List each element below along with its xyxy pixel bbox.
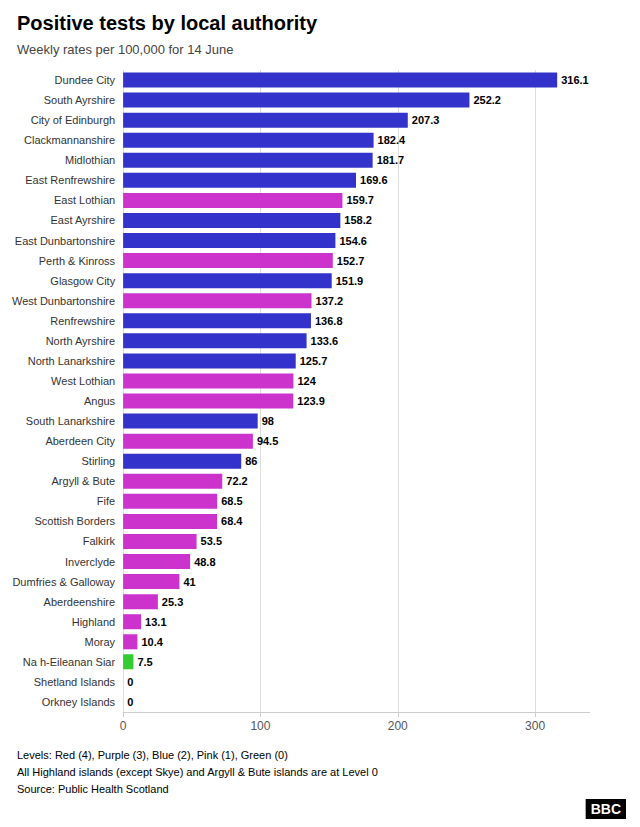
svg-text:133.6: 133.6 bbox=[311, 335, 339, 347]
svg-text:Dundee City: Dundee City bbox=[55, 74, 116, 86]
svg-text:151.9: 151.9 bbox=[336, 275, 364, 287]
svg-text:East Lothian: East Lothian bbox=[54, 194, 115, 206]
svg-text:98: 98 bbox=[262, 415, 274, 427]
svg-text:25.3: 25.3 bbox=[162, 596, 183, 608]
svg-text:13.1: 13.1 bbox=[145, 616, 166, 628]
svg-text:Falkirk: Falkirk bbox=[83, 535, 116, 547]
svg-text:0: 0 bbox=[127, 696, 133, 708]
svg-text:136.8: 136.8 bbox=[315, 315, 343, 327]
svg-text:City of Edinburgh: City of Edinburgh bbox=[31, 114, 115, 126]
svg-text:North Lanarkshire: North Lanarkshire bbox=[28, 355, 115, 367]
svg-text:10.4: 10.4 bbox=[141, 636, 163, 648]
svg-text:181.7: 181.7 bbox=[377, 154, 405, 166]
svg-text:South Lanarkshire: South Lanarkshire bbox=[26, 415, 115, 427]
svg-text:100: 100 bbox=[250, 719, 270, 733]
svg-text:Glasgow City: Glasgow City bbox=[50, 275, 115, 287]
svg-text:Weekly rates per 100,000 for 1: Weekly rates per 100,000 for 14 June bbox=[17, 42, 234, 57]
svg-text:Highland: Highland bbox=[72, 616, 115, 628]
svg-text:East Dunbartonshire: East Dunbartonshire bbox=[15, 235, 115, 247]
svg-text:Inverclyde: Inverclyde bbox=[65, 556, 115, 568]
svg-text:BBC: BBC bbox=[591, 801, 621, 817]
svg-text:Angus: Angus bbox=[84, 395, 116, 407]
svg-text:53.5: 53.5 bbox=[201, 535, 222, 547]
svg-text:South Ayrshire: South Ayrshire bbox=[44, 94, 115, 106]
svg-text:Source: Public Health Scotland: Source: Public Health Scotland bbox=[17, 783, 169, 795]
svg-text:159.7: 159.7 bbox=[346, 194, 374, 206]
svg-text:200: 200 bbox=[388, 719, 408, 733]
svg-text:152.7: 152.7 bbox=[337, 255, 365, 267]
svg-text:169.6: 169.6 bbox=[360, 174, 388, 186]
svg-text:Argyll & Bute: Argyll & Bute bbox=[52, 475, 116, 487]
svg-text:Orkney Islands: Orkney Islands bbox=[42, 696, 116, 708]
svg-text:All Highland islands (except S: All Highland islands (except Skye) and A… bbox=[17, 766, 378, 778]
svg-text:86: 86 bbox=[245, 455, 257, 467]
svg-text:Perth & Kinross: Perth & Kinross bbox=[39, 255, 116, 267]
svg-text:0: 0 bbox=[127, 676, 133, 688]
svg-text:Positive tests by local author: Positive tests by local authority bbox=[17, 12, 318, 34]
svg-text:Stirling: Stirling bbox=[82, 455, 116, 467]
svg-text:125.7: 125.7 bbox=[300, 355, 328, 367]
svg-text:154.6: 154.6 bbox=[339, 235, 367, 247]
svg-text:48.8: 48.8 bbox=[194, 556, 215, 568]
svg-text:West Lothian: West Lothian bbox=[51, 375, 115, 387]
svg-text:Clackmannanshire: Clackmannanshire bbox=[24, 134, 115, 146]
svg-text:94.5: 94.5 bbox=[257, 435, 278, 447]
svg-text:182.4: 182.4 bbox=[378, 134, 406, 146]
svg-text:Levels: Red (4), Purple (3), B: Levels: Red (4), Purple (3), Blue (2), P… bbox=[17, 749, 288, 761]
svg-text:Scottish Borders: Scottish Borders bbox=[34, 515, 115, 527]
svg-text:7.5: 7.5 bbox=[137, 656, 152, 668]
svg-text:Shetland Islands: Shetland Islands bbox=[34, 676, 116, 688]
svg-text:Moray: Moray bbox=[85, 636, 116, 648]
svg-text:41: 41 bbox=[183, 576, 195, 588]
svg-text:North Ayrshire: North Ayrshire bbox=[46, 335, 116, 347]
svg-text:West Dunbartonshire: West Dunbartonshire bbox=[12, 295, 115, 307]
svg-text:68.4: 68.4 bbox=[221, 515, 243, 527]
svg-text:316.1: 316.1 bbox=[561, 74, 589, 86]
svg-text:Fife: Fife bbox=[97, 495, 115, 507]
svg-text:Aberdeen City: Aberdeen City bbox=[45, 435, 115, 447]
svg-text:252.2: 252.2 bbox=[473, 94, 501, 106]
svg-text:207.3: 207.3 bbox=[412, 114, 440, 126]
svg-text:Midlothian: Midlothian bbox=[65, 154, 115, 166]
svg-text:East Renfrewshire: East Renfrewshire bbox=[25, 174, 115, 186]
svg-text:Aberdeenshire: Aberdeenshire bbox=[44, 596, 116, 608]
svg-text:72.2: 72.2 bbox=[226, 475, 247, 487]
svg-text:137.2: 137.2 bbox=[316, 295, 344, 307]
svg-text:East Ayrshire: East Ayrshire bbox=[51, 214, 116, 226]
svg-text:Na h-Eileanan Siar: Na h-Eileanan Siar bbox=[23, 656, 116, 668]
svg-text:0: 0 bbox=[120, 719, 127, 733]
svg-text:68.5: 68.5 bbox=[221, 495, 242, 507]
svg-text:Dumfries & Galloway: Dumfries & Galloway bbox=[12, 576, 115, 588]
svg-text:124: 124 bbox=[297, 375, 316, 387]
svg-text:123.9: 123.9 bbox=[297, 395, 325, 407]
svg-text:300: 300 bbox=[525, 719, 545, 733]
svg-text:158.2: 158.2 bbox=[344, 214, 372, 226]
svg-text:Renfrewshire: Renfrewshire bbox=[50, 315, 115, 327]
